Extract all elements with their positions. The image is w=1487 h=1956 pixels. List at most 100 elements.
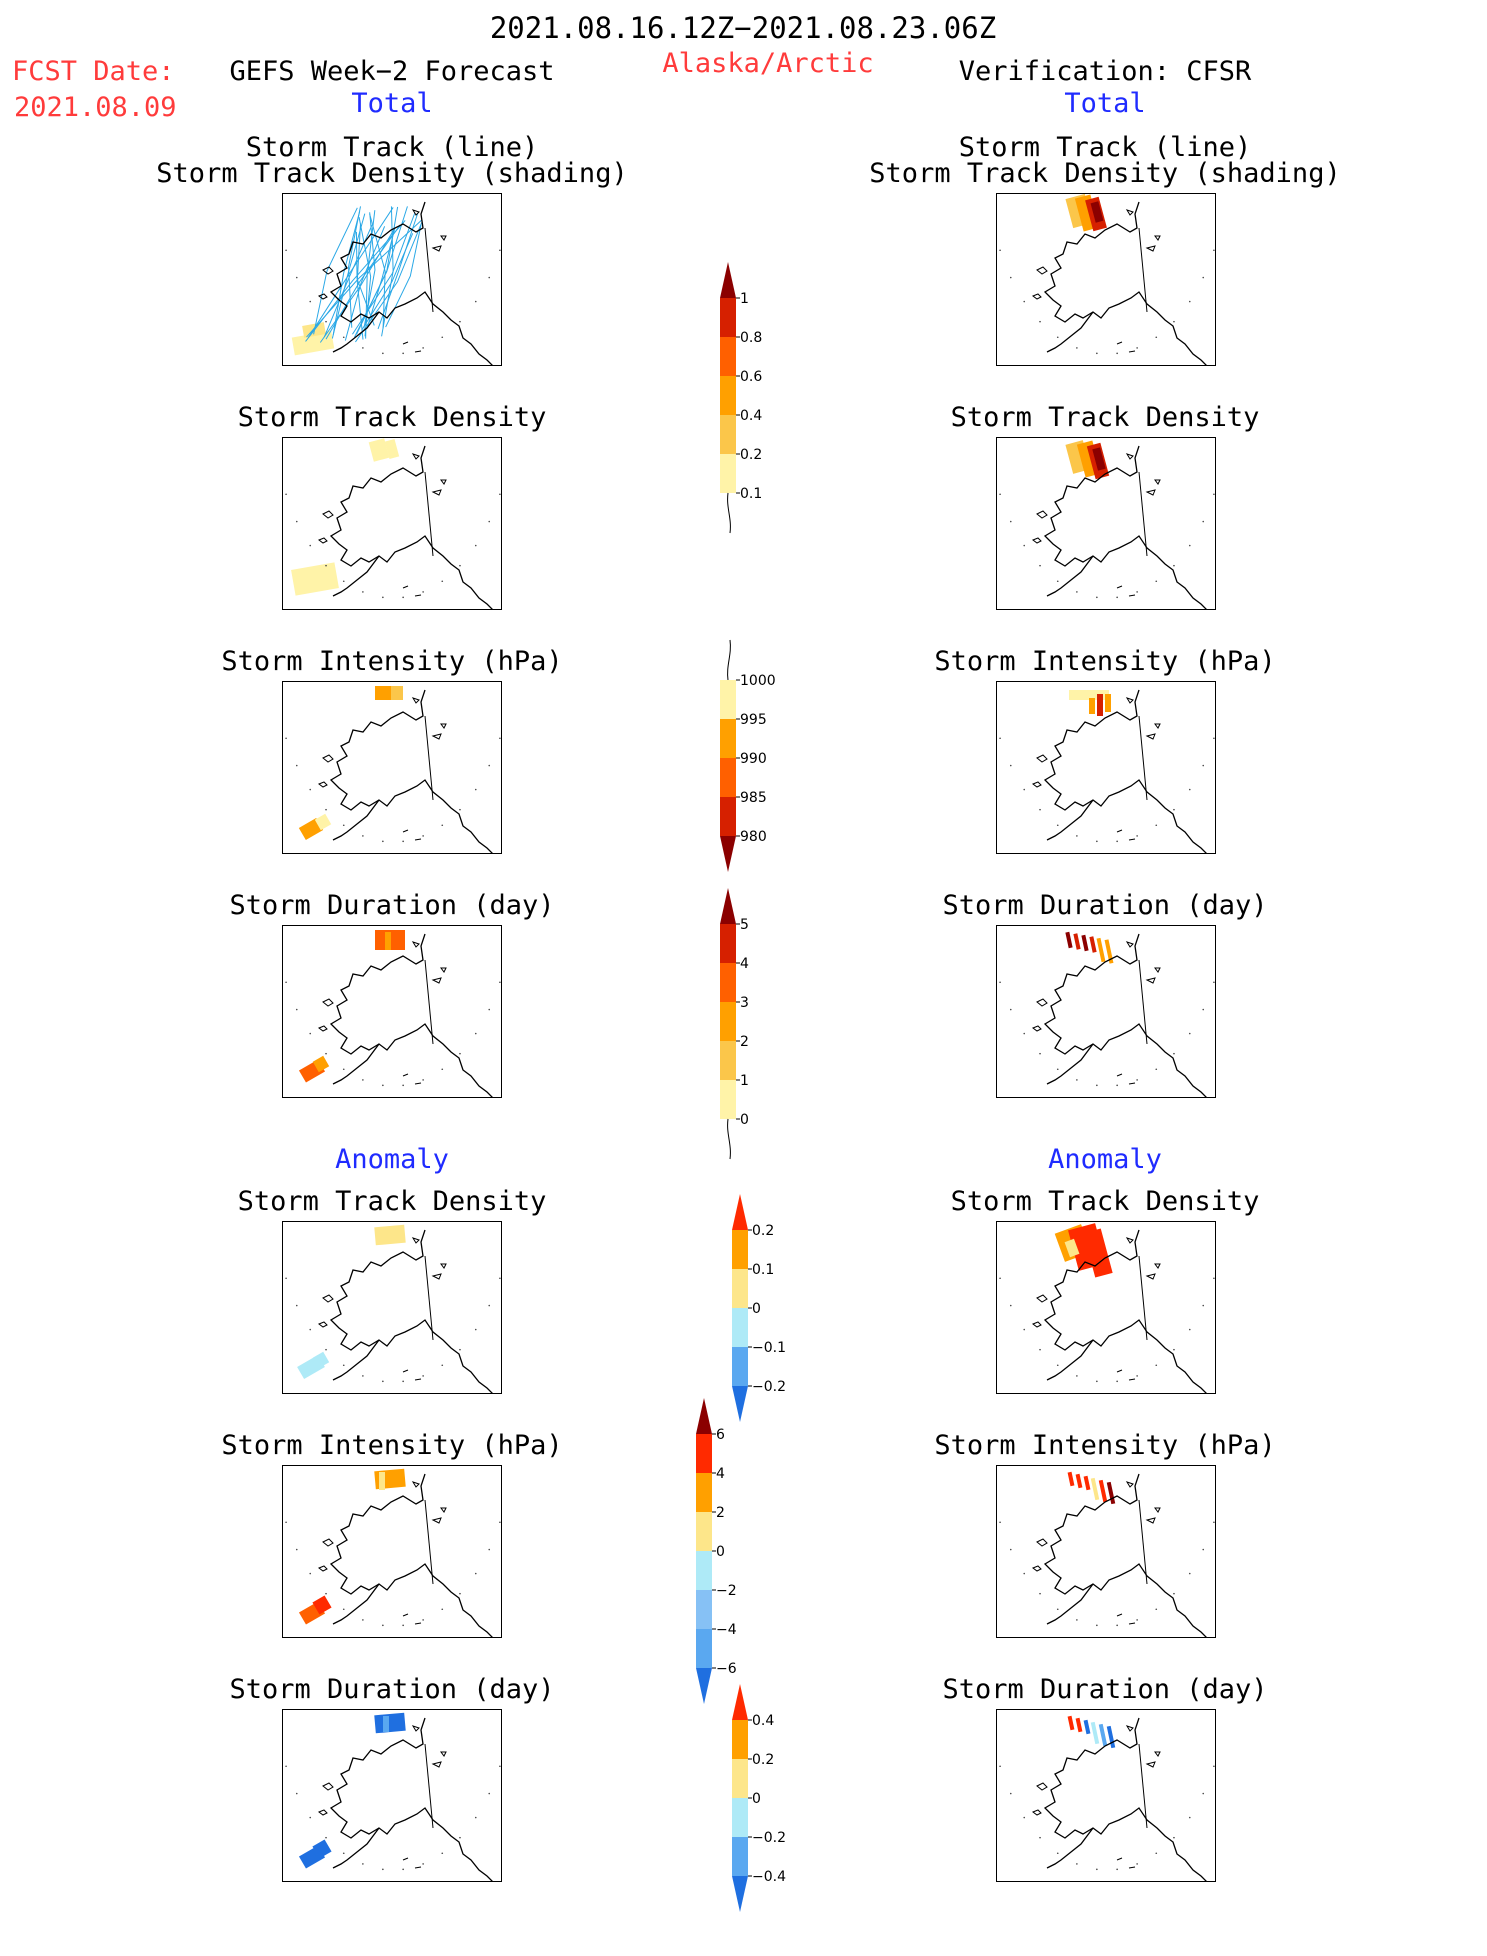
map-left-intensity	[282, 681, 502, 854]
storm-track-lines	[306, 206, 422, 342]
colorbar-duration-anom: 0.4 0.2 0 −0.2 −0.4	[732, 1684, 822, 1956]
left-track-shading-title: Storm Track Density (shading)	[156, 160, 627, 187]
right-anom-intensity-title: Storm Intensity (hPa)	[934, 1432, 1275, 1459]
colorbar-tick-label: 0.1	[740, 486, 762, 502]
base-map	[999, 1474, 1214, 1637]
colorbar-tick-label: −0.2	[752, 1379, 786, 1395]
left-total-label: Total	[351, 90, 432, 117]
right-duration-title: Storm Duration (day)	[942, 892, 1267, 919]
left-duration-title: Storm Duration (day)	[229, 892, 554, 919]
colorbar-tick-label: 0.6	[740, 369, 762, 385]
right-track-shading-title: Storm Track Density (shading)	[869, 160, 1340, 187]
fcst-date-value: 2021.08.09	[14, 94, 177, 121]
storm-patch	[1091, 1478, 1099, 1500]
colorbar-tick-label: 0.2	[752, 1223, 774, 1239]
colorbar-density-total: 1 0.8 0.6 0.4 0.2 0.1	[720, 262, 810, 537]
colorbar-segment	[720, 1080, 736, 1119]
colorbar-segment	[732, 1876, 748, 1912]
colorbar-segment	[720, 376, 736, 415]
storm-patch	[379, 1472, 385, 1490]
map-right-anom-duration	[996, 1709, 1216, 1882]
storm-patch	[1091, 1722, 1099, 1744]
colorbar-tick-label: 995	[740, 712, 767, 728]
storm-patch	[383, 1716, 389, 1732]
colorbar-segment	[732, 1308, 748, 1347]
colorbar-tick-label: 0	[740, 1112, 749, 1128]
right-track-line-title: Storm Track (line)	[959, 134, 1252, 161]
region-title: Alaska/Arctic	[662, 50, 873, 77]
colorbar-tick-label: 0.8	[740, 330, 762, 346]
storm-patch	[1076, 1718, 1083, 1733]
colorbar-segment	[720, 888, 736, 924]
colorbar-tick-label: 1	[740, 291, 749, 307]
right-density-title: Storm Track Density	[951, 404, 1260, 431]
storm-patch	[1084, 1476, 1091, 1491]
colorbar-tick-label: −4	[716, 1622, 737, 1638]
colorbar-tick-label: 2	[740, 1034, 749, 1050]
colorbar-tick-label: 1000	[740, 673, 776, 689]
colorbar-segment	[720, 1002, 736, 1041]
storm-patch	[374, 1225, 405, 1246]
base-map	[999, 934, 1214, 1097]
colorbar-segment	[720, 454, 736, 493]
left-anomaly-label: Anomaly	[335, 1146, 449, 1173]
right-anom-density-title: Storm Track Density	[951, 1188, 1260, 1215]
storm-patch	[1068, 1716, 1075, 1731]
storm-patch	[291, 562, 339, 595]
map-left-density	[282, 437, 502, 610]
colorbar-segment	[720, 719, 736, 758]
storm-patch	[374, 1469, 405, 1490]
colorbar-tick-label: 0.2	[740, 447, 762, 463]
colorbar-segment	[720, 415, 736, 454]
right-anom-duration-title: Storm Duration (day)	[942, 1676, 1267, 1703]
colorbar-segment	[720, 337, 736, 376]
colorbar-segment	[732, 1269, 748, 1308]
colorbar-tick-label: 4	[740, 956, 749, 972]
map-left-anom-intensity	[282, 1465, 502, 1638]
left-density-title: Storm Track Density	[238, 404, 547, 431]
colorbar-tick-label: 2	[716, 1505, 725, 1521]
storm-patch	[1089, 698, 1095, 714]
map-right-duration	[996, 925, 1216, 1098]
left-anom-intensity-title: Storm Intensity (hPa)	[221, 1432, 562, 1459]
left-column-title: GEFS Week−2 Forecast	[229, 58, 554, 85]
storm-patch	[1081, 935, 1088, 951]
base-map	[999, 1718, 1214, 1881]
storm-patch	[1099, 1480, 1107, 1502]
colorbar-segment	[720, 262, 736, 298]
storm-patch	[385, 932, 391, 950]
colorbar-segment	[720, 758, 736, 797]
map-left-track	[282, 193, 502, 366]
colorbar-segment	[720, 924, 736, 963]
storm-patch	[1084, 1720, 1091, 1735]
colorbar-duration-total: 543210	[720, 888, 810, 1163]
colorbar-segment	[696, 1434, 712, 1473]
colorbar-segment	[696, 1512, 712, 1551]
colorbar-segment	[696, 1668, 712, 1704]
colorbar-tick-label: 1	[740, 1073, 749, 1089]
colorbar-tick-label: −6	[716, 1661, 737, 1677]
map-left-anom-density	[282, 1221, 502, 1394]
map-right-intensity	[996, 681, 1216, 854]
colorbar-tick-label: 3	[740, 995, 749, 1011]
fcst-date-label: FCST Date:	[12, 58, 175, 85]
left-intensity-title: Storm Intensity (hPa)	[221, 648, 562, 675]
colorbar-tick-label: −0.4	[752, 1869, 786, 1885]
storm-patch	[1068, 1472, 1075, 1487]
colorbar-tick-label: 0.1	[752, 1262, 774, 1278]
colorbar-segment	[732, 1347, 748, 1386]
colorbar-segment	[732, 1759, 748, 1798]
colorbar-tick-label: 0	[752, 1791, 761, 1807]
date-range-title: 2021.08.16.12Z−2021.08.23.06Z	[490, 14, 996, 43]
right-total-label: Total	[1064, 90, 1145, 117]
map-right-anom-intensity	[996, 1465, 1216, 1638]
map-right-track	[996, 193, 1216, 366]
colorbar-segment	[696, 1629, 712, 1668]
colorbar-intensity-total: 1000 995 990 985 980	[720, 640, 810, 876]
colorbar-tick-label: 0	[716, 1544, 725, 1560]
map-right-anom-density	[996, 1221, 1216, 1394]
colorbar-segment	[720, 963, 736, 1002]
colorbar-segment	[732, 1684, 748, 1720]
colorbar-tick-label: 0.2	[752, 1752, 774, 1768]
right-column-title: Verification: CFSR	[959, 58, 1252, 85]
